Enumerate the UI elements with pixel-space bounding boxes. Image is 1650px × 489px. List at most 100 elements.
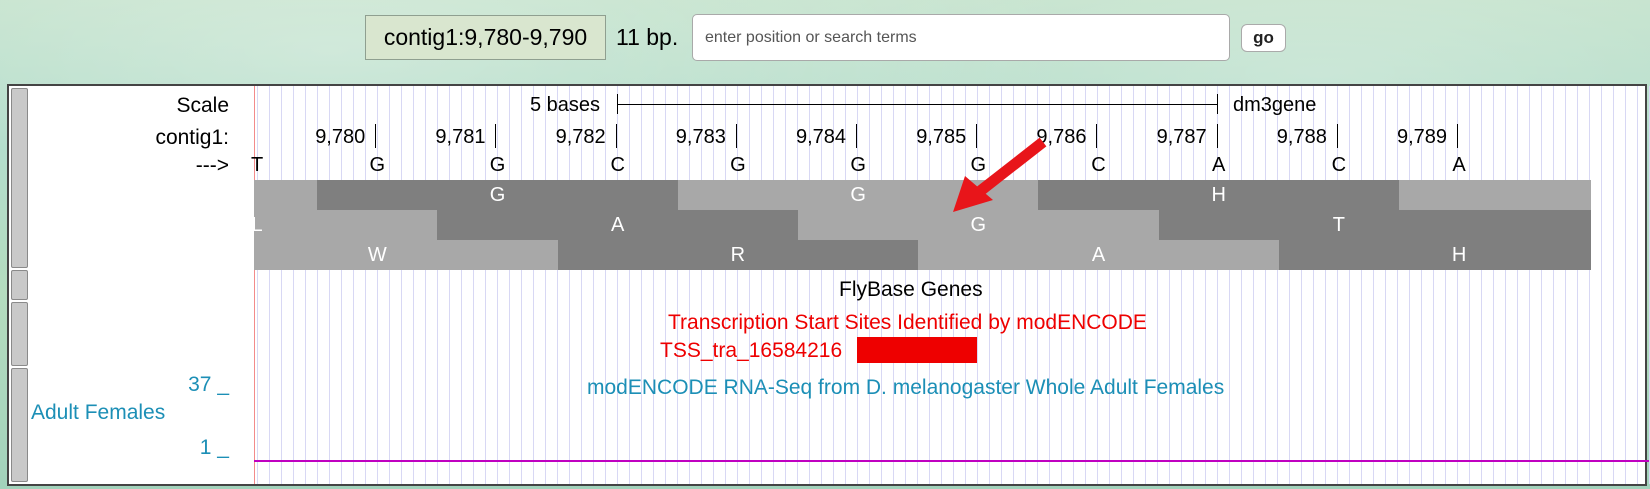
codon-block bbox=[317, 180, 678, 210]
amino-acid-letter: W bbox=[367, 244, 387, 266]
grid-line bbox=[761, 86, 762, 484]
tss-track-title: Transcription Start Sites Identified by … bbox=[668, 311, 1147, 334]
grid-line bbox=[1469, 86, 1470, 484]
grid-line bbox=[1049, 86, 1050, 484]
grid-line bbox=[389, 86, 390, 484]
base-letter: A bbox=[1212, 154, 1226, 176]
ruler-tick bbox=[375, 124, 377, 148]
base-letter: G bbox=[489, 154, 506, 176]
grid-line bbox=[1517, 86, 1518, 484]
grid-line bbox=[941, 86, 942, 484]
grid-line bbox=[461, 86, 462, 484]
codon-block bbox=[918, 240, 1279, 270]
ruler-tick bbox=[615, 124, 617, 148]
grid-line bbox=[629, 86, 630, 484]
rnaseq-track-label[interactable]: Adult Females bbox=[31, 401, 166, 424]
grid-line bbox=[425, 86, 426, 484]
grid-line bbox=[797, 86, 798, 484]
ruler-tick-label: 9,784 bbox=[796, 126, 847, 148]
grid-line bbox=[1301, 86, 1302, 484]
grid-line bbox=[653, 86, 654, 484]
amino-acid-letter: T bbox=[1332, 214, 1345, 236]
grid-line bbox=[857, 86, 858, 484]
grid-line bbox=[689, 86, 690, 484]
grid-line bbox=[773, 86, 774, 484]
grid-line bbox=[869, 86, 870, 484]
browser-image[interactable]: Scale contig1: ---> 37 _ Adult Females 1… bbox=[7, 84, 1650, 486]
codon-block bbox=[254, 210, 438, 240]
track-handle-flybase[interactable] bbox=[11, 270, 28, 300]
grid-line bbox=[1589, 86, 1590, 484]
grid-line bbox=[1265, 86, 1266, 484]
tss-item-label[interactable]: TSS_tra_16584216 bbox=[660, 339, 843, 362]
search-input[interactable] bbox=[692, 14, 1230, 61]
grid-line bbox=[305, 86, 306, 484]
grid-line bbox=[485, 86, 486, 484]
grid-line bbox=[893, 86, 894, 484]
grid-line bbox=[545, 86, 546, 484]
ruler-tick bbox=[1336, 124, 1338, 148]
ruler-tick-label: 9,785 bbox=[916, 126, 967, 148]
red-arrow-icon bbox=[953, 137, 1047, 212]
grid-line bbox=[1637, 86, 1638, 484]
ruler-tick-label: 9,787 bbox=[1156, 126, 1207, 148]
ruler-tick-label: 9,786 bbox=[1036, 126, 1087, 148]
grid-line bbox=[1157, 86, 1158, 484]
tss-feature[interactable] bbox=[857, 337, 977, 363]
grid-line bbox=[1313, 86, 1314, 484]
track-handle-rnaseq[interactable] bbox=[11, 368, 28, 482]
track-handle-base-position[interactable] bbox=[11, 88, 28, 268]
grid-line bbox=[1193, 86, 1194, 484]
grid-line bbox=[1325, 86, 1326, 484]
grid-line bbox=[1013, 86, 1014, 484]
ruler-tick bbox=[495, 124, 497, 148]
ruler-tick-label: 9,782 bbox=[555, 126, 606, 148]
grid-line bbox=[1205, 86, 1206, 484]
grid-line bbox=[1565, 86, 1566, 484]
base-letter: C bbox=[1331, 154, 1347, 176]
grid-line bbox=[977, 86, 978, 484]
grid-line bbox=[593, 86, 594, 484]
grid-line bbox=[677, 86, 678, 484]
grid-line bbox=[1001, 86, 1002, 484]
amino-acid-letter: G bbox=[850, 184, 866, 206]
codon-block bbox=[254, 240, 558, 270]
grid-line bbox=[641, 86, 642, 484]
track-handle-tss[interactable] bbox=[11, 302, 28, 366]
grid-line bbox=[413, 86, 414, 484]
grid-line bbox=[1073, 86, 1074, 484]
grid-line bbox=[1085, 86, 1086, 484]
grid-line bbox=[1217, 86, 1218, 484]
grid-line bbox=[1613, 86, 1614, 484]
scale-bar bbox=[617, 104, 1218, 105]
position-bar: contig1:9,780-9,790 11 bp. go bbox=[0, 0, 1650, 80]
base-letter: G bbox=[970, 154, 987, 176]
window-size: 11 bp. bbox=[616, 24, 679, 50]
grid-line bbox=[353, 86, 354, 484]
grid-line bbox=[1385, 86, 1386, 484]
track-area[interactable]: 5 bases dm3gene 9,780 9,781 9,782 9,783 9,78… bbox=[251, 86, 1650, 484]
ruler-tick-label: 9,780 bbox=[315, 126, 366, 148]
scale-label: Scale bbox=[176, 94, 229, 117]
position-display: contig1:9,780-9,790 bbox=[365, 15, 606, 60]
grid-line bbox=[1109, 86, 1110, 484]
strand-label: ---> bbox=[195, 154, 229, 177]
ruler-tick-label: 9,788 bbox=[1276, 126, 1327, 148]
grid-line bbox=[737, 86, 738, 484]
grid-line bbox=[1145, 86, 1146, 484]
rnaseq-max-label: 37 _ bbox=[188, 373, 229, 396]
grid-line bbox=[1253, 86, 1254, 484]
grid-line bbox=[509, 86, 510, 484]
base-letter: C bbox=[1091, 154, 1106, 176]
codon-block bbox=[1038, 180, 1399, 210]
go-button[interactable]: go bbox=[1241, 24, 1286, 52]
grid-line bbox=[473, 86, 474, 484]
grid-line bbox=[1337, 86, 1338, 484]
grid-line bbox=[1037, 86, 1038, 484]
grid-line bbox=[329, 86, 330, 484]
contig-label: contig1: bbox=[155, 126, 229, 149]
grid-line bbox=[521, 86, 522, 484]
grid-line bbox=[1169, 86, 1170, 484]
grid-line bbox=[317, 86, 318, 484]
grid-line bbox=[281, 86, 282, 484]
